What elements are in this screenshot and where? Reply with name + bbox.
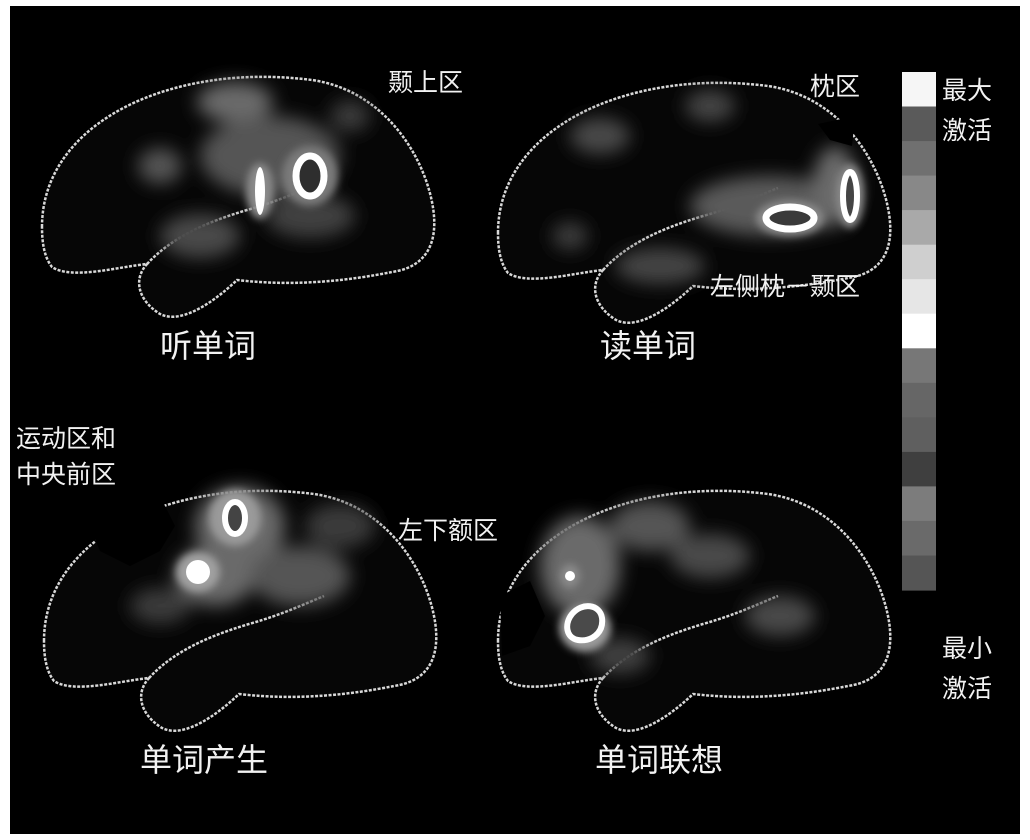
label-motor-area-line2: 中央前区 (16, 460, 117, 489)
brain-panel-associate (496, 489, 892, 733)
label-occipital: 枕区 (810, 72, 861, 101)
colorbar-segment (902, 486, 936, 522)
brain-panel-read (496, 81, 892, 325)
label-left-occipito-temporal: 左侧枕－颞区 (710, 272, 861, 301)
legend-min-line1: 最小 (942, 634, 993, 663)
colorbar-segment (902, 451, 936, 487)
legend-max-line1: 最大 (942, 76, 993, 105)
label-motor-area-line1: 运动区和 (16, 424, 117, 453)
figure-frame: 颞上区 枕区 左侧枕－颞区 运动区和 中央前区 左下额区 听单词 读单词 单词产… (10, 6, 1020, 834)
legend-max-line2: 激活 (942, 116, 993, 145)
caption-associate-words: 单词联想 (595, 741, 724, 779)
colorbar-segment (902, 141, 936, 177)
colorbar-segment (902, 279, 936, 315)
colorbar-segment (902, 313, 936, 349)
colorbar-segment (902, 72, 936, 108)
colorbar-segment (902, 520, 936, 556)
legend-min-line2: 激活 (942, 674, 993, 703)
colorbar-segment (902, 348, 936, 384)
label-superior-temporal: 颞上区 (388, 68, 464, 97)
colorbar-segment (902, 244, 936, 280)
caption-generate-words: 单词产生 (140, 741, 269, 779)
colorbar-segment (902, 555, 936, 591)
activation-colorbar (902, 72, 936, 591)
label-left-inferior-frontal: 左下额区 (398, 516, 499, 545)
colorbar-segment (902, 106, 936, 142)
colorbar-segment (902, 210, 936, 246)
caption-read-words: 读单词 (600, 327, 697, 365)
brain-figure (40, 72, 936, 733)
brain-panel-listen (40, 75, 436, 319)
colorbar-segment (902, 382, 936, 418)
colorbar-segment (902, 417, 936, 453)
colorbar-segment (902, 175, 936, 211)
caption-listen-words: 听单词 (160, 327, 257, 365)
brain-panel-generate (42, 486, 438, 733)
